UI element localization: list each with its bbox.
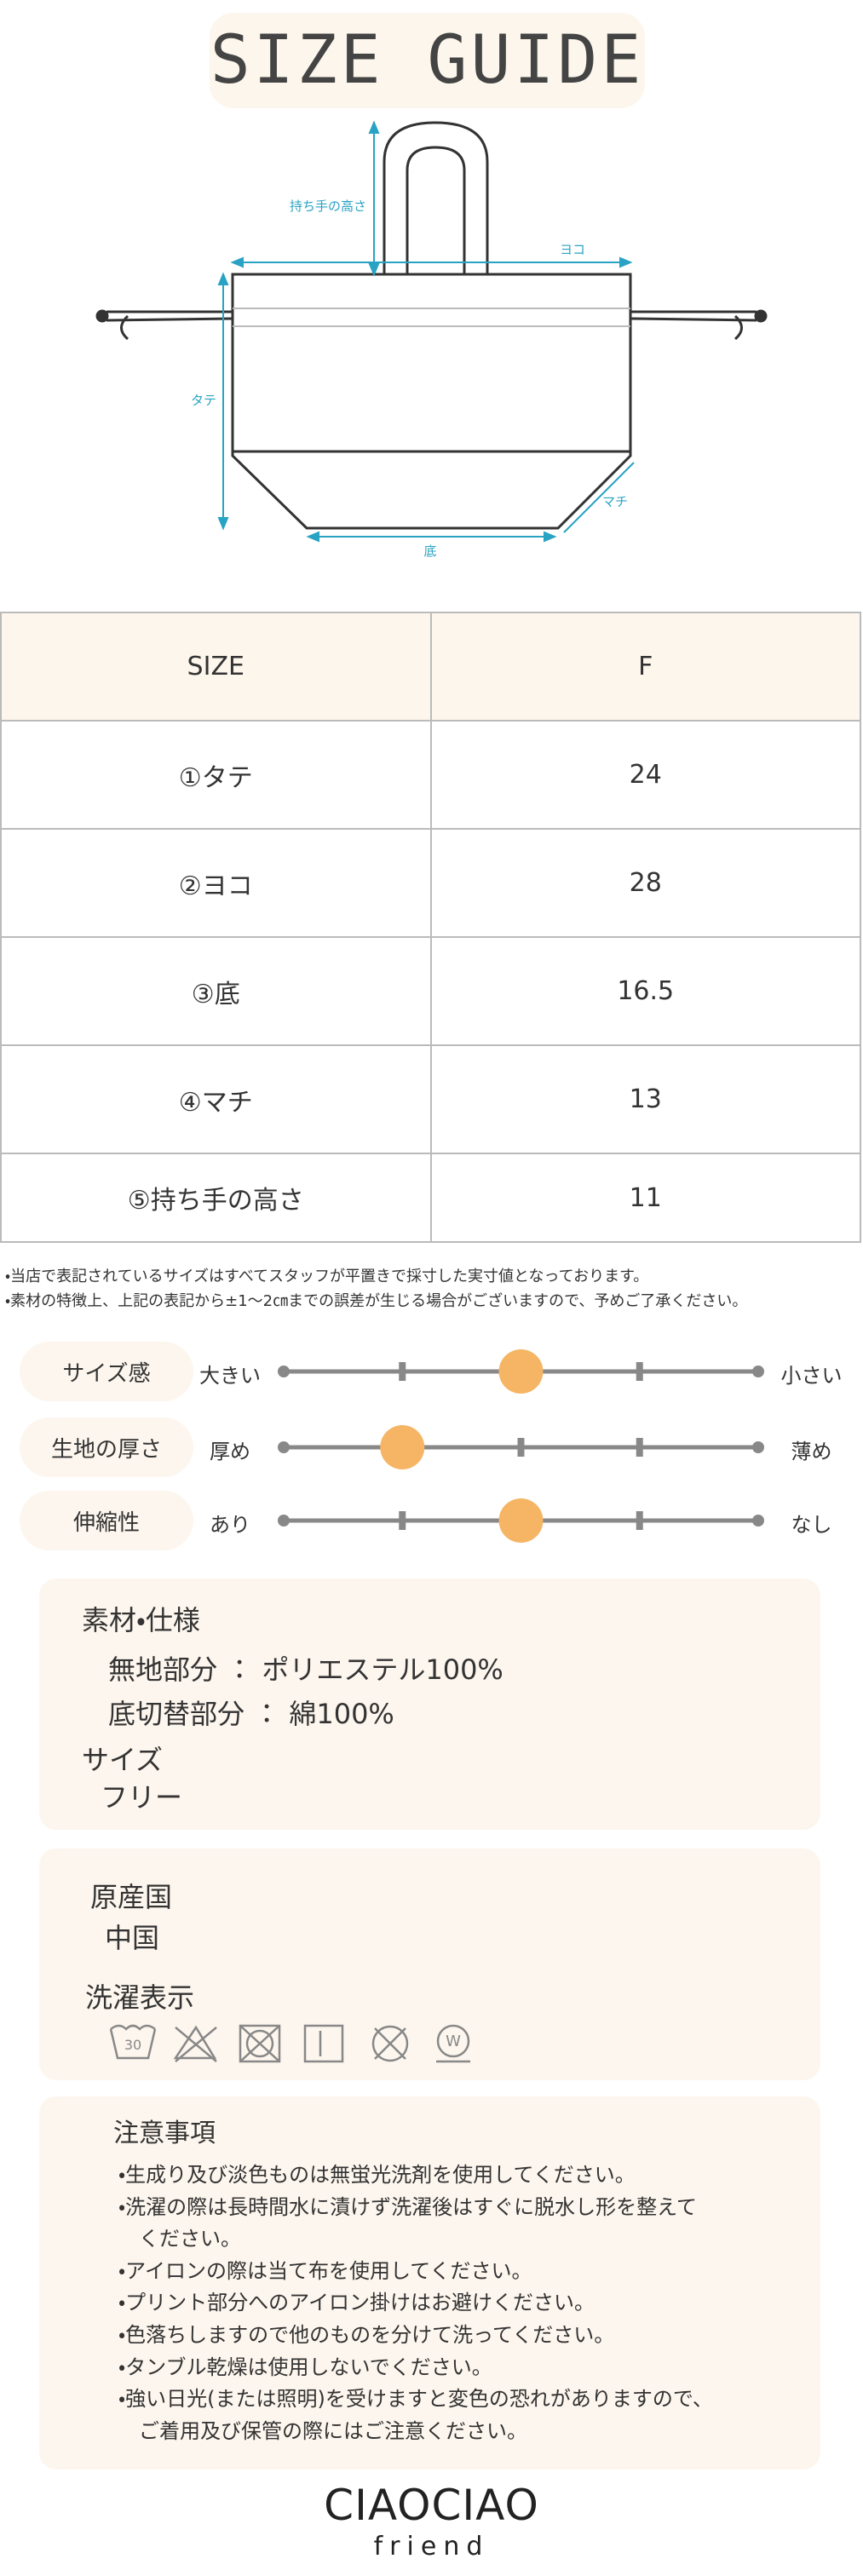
dim-label: 底 [423, 543, 436, 559]
row: ③底 16.5 [0, 936, 861, 1046]
slider-track [278, 1425, 764, 1469]
caution-line: ・タンブル乾燥は使用しないでください。 [118, 2355, 492, 2379]
text: 無地部分 ： ポリエステル100% [108, 1653, 503, 1686]
row: ⑤持ち手の高さ 11 [0, 1153, 861, 1243]
logo: CIAOCIAO [324, 2481, 539, 2530]
cell: 16.5 [429, 936, 861, 1046]
row: ①タテ 24 [0, 720, 861, 830]
track-tick [517, 1438, 525, 1457]
title: SIZE GUIDE [210, 13, 645, 108]
dim-label: マチ [602, 494, 628, 509]
cell: ①タテ [0, 720, 432, 830]
cell: 13 [429, 1044, 861, 1154]
heading: 原産国 [90, 1881, 173, 1913]
row: ②ヨコ 28 [0, 828, 861, 938]
header-row: SIZE F [0, 612, 861, 722]
slider-knob [380, 1425, 425, 1469]
track-end [752, 1366, 764, 1377]
caution-line: ・生成り及び淡色ものは無蛍光洗剤を使用してください。 [118, 2163, 636, 2187]
origin-box: 原産国 中国 洗濯表示 30 W [39, 1849, 820, 2080]
cell: ②ヨコ [0, 828, 432, 938]
caution-line: ご着用及び保管の際にはご注意ください。 [118, 2418, 527, 2443]
slider-track [278, 1349, 764, 1394]
slider-right: なし [791, 1513, 832, 1537]
slider-right: 小さい [780, 1364, 843, 1388]
slider-left: 厚め [210, 1440, 250, 1463]
dim-label: タテ [191, 393, 216, 408]
slider-right: 薄め [791, 1440, 832, 1463]
slider-track [278, 1498, 764, 1543]
cell: ⑤持ち手の高さ [0, 1153, 432, 1243]
care-temp: 30 [124, 2037, 141, 2053]
track-end [752, 1441, 764, 1453]
track-tick [636, 1438, 643, 1457]
care-w: W [446, 2033, 461, 2050]
caution-line: ・プリント部分へのアイロン掛けはお避けください。 [118, 2291, 595, 2315]
note: ・当店で表記されているサイズはすべてスタッフが平置きで採寸した実寸値となっており… [5, 1268, 649, 1285]
row: ④マチ 13 [0, 1044, 861, 1154]
slider-label: サイズ感 [20, 1342, 193, 1401]
size-table: SIZE F ①タテ 24 ②ヨコ 28 ③底 16.5 ④マチ 13 ⑤持ち手の高さ 11 [0, 612, 861, 1243]
track-end [752, 1515, 764, 1527]
note: ・素材の特徴上、上記の表記から±1〜2㎝までの誤差が生じる場合がございますので、… [5, 1292, 748, 1310]
track-end [278, 1366, 290, 1377]
slider-left: 大きい [199, 1364, 261, 1388]
caution-list: ・生成り及び淡色ものは無蛍光洗剤を使用してください。・洗濯の際は長時間水に漬けず… [118, 2159, 713, 2447]
caution-line: ・洗濯の際は長時間水に漬けず洗濯後はすぐに脱水し形を整えて [118, 2194, 697, 2219]
caution-line: ・色落ちしますので他のものを分けて洗ってください。 [118, 2322, 615, 2347]
heading: サイズ [82, 1744, 164, 1776]
logo-sub: friend [373, 2532, 490, 2562]
cell: 24 [429, 720, 861, 830]
slider-label: 伸縮性 [20, 1491, 193, 1550]
care-icons: 30 W [109, 2024, 470, 2063]
caution-box: 注意事項 ・生成り及び淡色ものは無蛍光洗剤を使用してください。・洗濯の際は長時間… [39, 2096, 820, 2470]
dim-label: 持ち手の高さ [290, 198, 366, 214]
text: 中国 [105, 1922, 160, 1954]
heading: 素材・仕様 [82, 1604, 200, 1636]
caution-line: ・強い日光(または照明)を受けますと変色の恐れがありますので、 [118, 2387, 713, 2412]
caution-line: ください。 [118, 2227, 241, 2251]
text: フリー [101, 1781, 183, 1814]
cell: ③底 [0, 936, 432, 1046]
track-tick [399, 1511, 406, 1530]
caution-line: ・アイロンの際は当て布を使用してください。 [118, 2258, 532, 2283]
track-end [278, 1515, 290, 1527]
header-cell: SIZE [0, 612, 432, 722]
materials-box: 素材・仕様 無地部分 ： ポリエステル100% 底切替部分 ： 綿100% サイ… [39, 1578, 820, 1830]
text: 底切替部分 ： 綿100% [108, 1698, 394, 1730]
track-tick [636, 1362, 643, 1381]
heading: 注意事項 [113, 2119, 216, 2148]
heading: 洗濯表示 [85, 1981, 195, 2014]
dim-label: ヨコ [560, 242, 585, 257]
slider-left: あり [210, 1513, 250, 1537]
slider-knob [498, 1349, 544, 1394]
track-tick [636, 1511, 643, 1530]
cell: 28 [429, 828, 861, 938]
header-cell: F [429, 612, 861, 722]
slider-knob [498, 1498, 544, 1543]
track-end [278, 1441, 290, 1453]
track-tick [399, 1362, 406, 1381]
cell: 11 [429, 1153, 861, 1243]
diagram: 持ち手の高さ ヨコ タテ 底 マチ [95, 120, 768, 559]
cell: ④マチ [0, 1044, 432, 1154]
slider-label: 生地の厚さ [20, 1417, 193, 1477]
